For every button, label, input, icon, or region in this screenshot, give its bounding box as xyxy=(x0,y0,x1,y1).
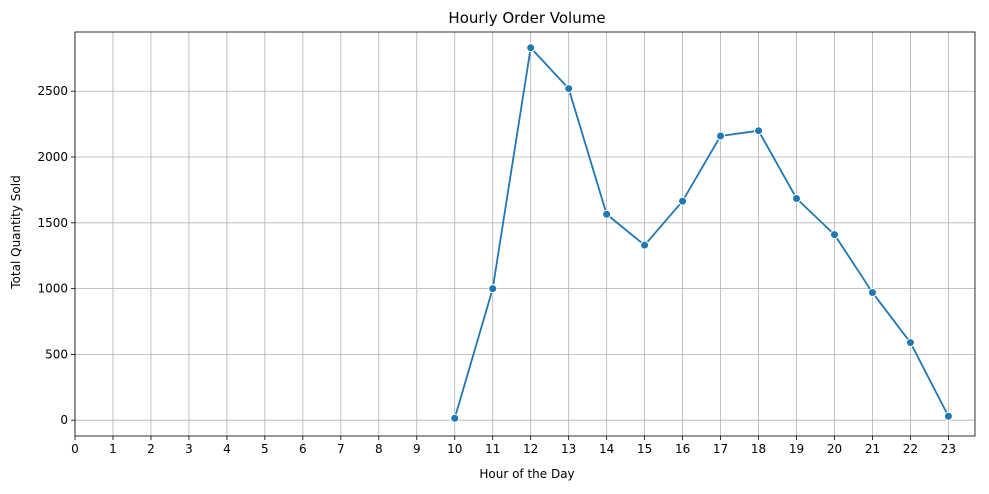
data-point xyxy=(716,131,726,141)
data-point xyxy=(943,411,953,421)
x-tick-label: 21 xyxy=(865,442,880,456)
data-point xyxy=(488,284,498,294)
data-point xyxy=(640,240,650,250)
y-axis-label: Total Quantity Sold xyxy=(9,175,23,289)
x-tick-label: 7 xyxy=(337,442,345,456)
data-point xyxy=(792,193,802,203)
x-tick-label: 2 xyxy=(147,442,155,456)
x-tick-label: 11 xyxy=(485,442,500,456)
x-tick-label: 0 xyxy=(71,442,79,456)
data-point xyxy=(450,413,460,423)
x-tick-label: 23 xyxy=(941,442,956,456)
series-line xyxy=(453,46,950,419)
x-axis-label: Hour of the Day xyxy=(479,467,574,481)
x-tick-label: 17 xyxy=(713,442,728,456)
x-tick-label: 16 xyxy=(675,442,690,456)
x-tick-label: 6 xyxy=(299,442,307,456)
x-tick-label: 19 xyxy=(789,442,804,456)
x-tick-label: 20 xyxy=(827,442,842,456)
x-tick-label: 12 xyxy=(523,442,538,456)
x-tick-label: 5 xyxy=(261,442,269,456)
x-tick-label: 8 xyxy=(375,442,383,456)
data-point xyxy=(678,196,688,206)
y-tick-label: 1000 xyxy=(37,282,68,296)
x-tick-label: 13 xyxy=(561,442,576,456)
data-point xyxy=(905,338,915,348)
y-tick-label: 500 xyxy=(45,347,68,361)
grid xyxy=(74,32,975,436)
y-tick-label: 0 xyxy=(60,413,68,427)
y-tick-label: 2500 xyxy=(37,84,68,98)
x-tick-label: 18 xyxy=(751,442,766,456)
data-point xyxy=(526,43,536,53)
x-tick-label: 15 xyxy=(637,442,652,456)
plot-frame xyxy=(74,31,976,437)
x-tick-label: 3 xyxy=(185,442,193,456)
x-tick-label: 22 xyxy=(903,442,918,456)
chart-title: Hourly Order Volume xyxy=(448,9,605,27)
y-tick-label: 1500 xyxy=(37,216,68,230)
axes: 0 1 2 3 4 5 6 7 8 9 10 11 12 13 14 15 16 17 18 19 20 21 22 2305… xyxy=(37,31,976,456)
data-point xyxy=(867,288,877,298)
y-tick-label: 2000 xyxy=(37,150,68,164)
x-tick-label: 10 xyxy=(447,442,462,456)
data-point xyxy=(754,126,764,136)
x-tick-label: 1 xyxy=(109,442,117,456)
data-point xyxy=(564,84,574,94)
data-point xyxy=(829,230,839,240)
x-tick-label: 14 xyxy=(599,442,614,456)
series xyxy=(450,43,953,423)
x-tick-label: 9 xyxy=(413,442,421,456)
x-tick-label: 4 xyxy=(223,442,231,456)
data-point xyxy=(602,209,612,219)
